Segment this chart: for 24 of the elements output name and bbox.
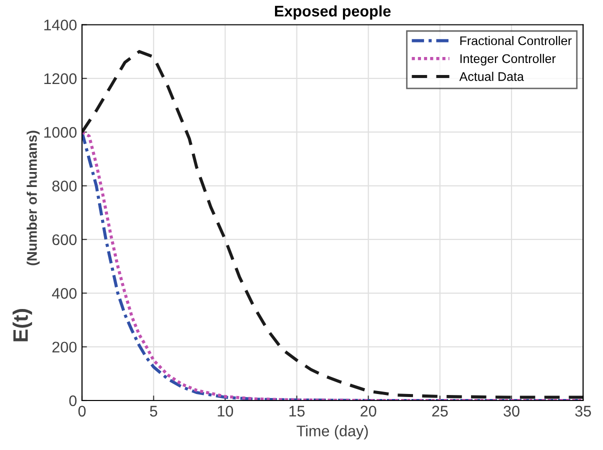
text: (Number of humans)	[26, 130, 40, 266]
y-tick-label: 1400	[44, 20, 77, 30]
y-tick-label: 200	[52, 342, 77, 353]
y-tick-label: 1200	[44, 73, 77, 84]
x-tick-label: 30	[504, 406, 520, 417]
chart-title: Exposed people	[275, 5, 391, 20]
line-series	[82, 50, 584, 399]
legend-label: Fractional Controller	[460, 36, 572, 46]
x-tick-label: 20	[360, 406, 376, 417]
y-tick-label: 800	[52, 180, 77, 192]
x-tick-label: 10	[218, 406, 234, 417]
x-tick-label: 35	[575, 406, 591, 417]
y-tick-label: 400	[52, 288, 77, 299]
y-tick-label: 1000	[44, 126, 77, 138]
x-axis-title: Time (day)	[296, 425, 368, 440]
y-tick-label: 0	[69, 395, 77, 406]
x-tick-label: 0	[78, 406, 86, 417]
x-tick-label: 15	[289, 406, 305, 417]
x-tick-label: 25	[432, 406, 448, 417]
y-axis-title: E(t)	[12, 309, 32, 342]
y-tick-label: 600	[52, 234, 77, 246]
legend-label: Integer Controller	[460, 54, 556, 66]
legend-label: Actual Data	[459, 72, 524, 81]
x-tick-label: 5	[150, 406, 158, 417]
